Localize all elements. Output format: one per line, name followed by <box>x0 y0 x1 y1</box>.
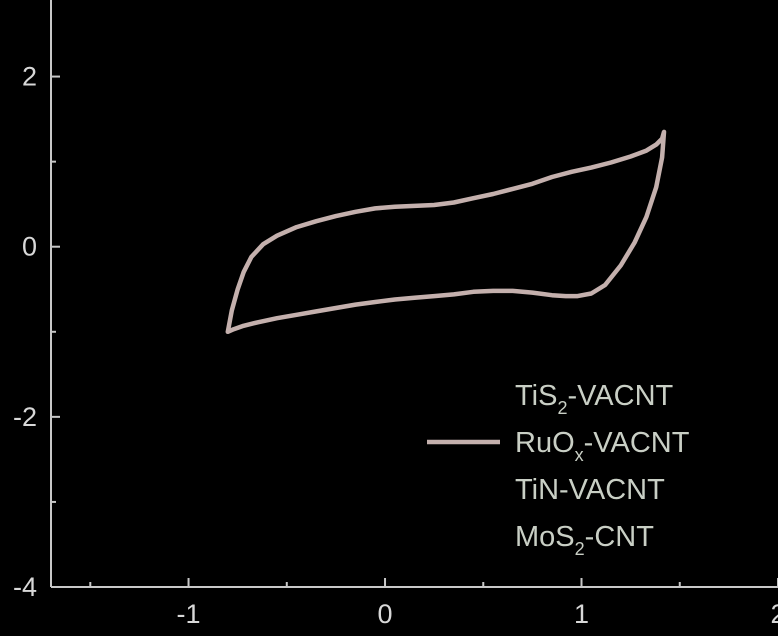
legend-entry: RuOx-VACNT <box>515 427 690 465</box>
y-tick-label: -2 <box>13 402 37 432</box>
x-tick-label: 1 <box>574 599 589 629</box>
legend-entry: MoS2-CNT <box>515 521 654 559</box>
y-tick-label: 0 <box>22 232 37 262</box>
tick-labels: -1 0 1 2 -4 -2 0 2 <box>13 62 778 629</box>
x-tick-label: 2 <box>770 599 778 629</box>
legend-entry: TiN-VACNT <box>515 474 665 506</box>
axes <box>50 0 778 588</box>
y-tick-label: -4 <box>13 572 37 602</box>
x-tick-label: -1 <box>177 599 201 629</box>
x-tick-label: 0 <box>378 599 393 629</box>
y-tick-label: 2 <box>22 62 37 92</box>
series-line-ruox-vacnt <box>225 129 667 335</box>
series-layer <box>225 129 667 335</box>
legend-entry: TiS2-VACNT <box>515 380 674 418</box>
legend: TiS2-VACNT RuOx-VACNT TiN-VACNT MoS2-CNT <box>427 380 690 559</box>
